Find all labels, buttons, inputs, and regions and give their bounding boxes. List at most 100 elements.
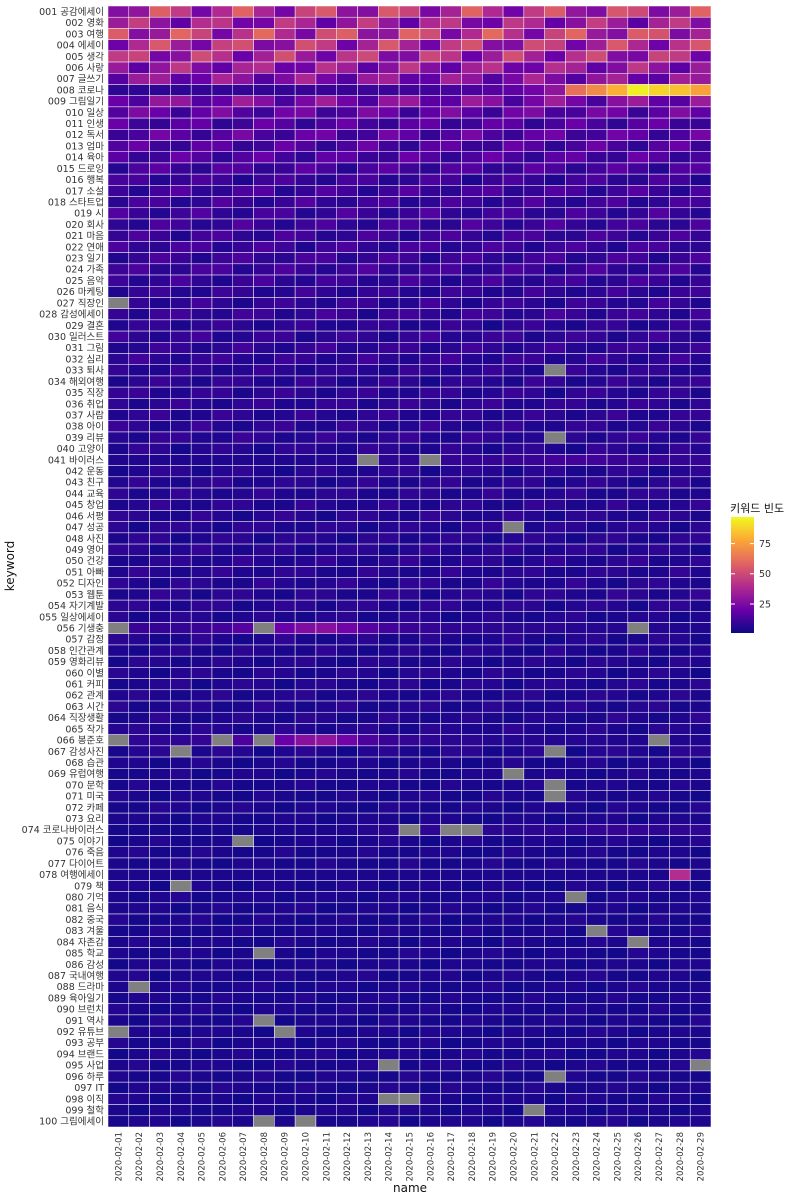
- heatmap-cell: [253, 745, 275, 758]
- heatmap-cell: [502, 1093, 525, 1105]
- heatmap-cell: [149, 622, 171, 635]
- heatmap-cell: [274, 16, 296, 29]
- heatmap-cell: [107, 857, 130, 870]
- heatmap-cell: [627, 162, 649, 175]
- heatmap-cell: [336, 229, 358, 242]
- heatmap-cell: [253, 129, 275, 141]
- heatmap-cell: [565, 936, 587, 948]
- heatmap-cell: [669, 958, 691, 971]
- heatmap-cell: [170, 992, 192, 1004]
- heatmap-cell: [170, 420, 192, 433]
- heatmap-cell: [190, 611, 213, 623]
- heatmap-cell: [253, 1115, 275, 1128]
- heatmap-cell: [253, 611, 275, 623]
- heatmap-cell: [565, 5, 587, 18]
- heatmap-cell: [315, 151, 337, 164]
- heatmap-cell: [232, 297, 254, 309]
- heatmap-cell: [170, 723, 192, 735]
- heatmap-cell: [357, 297, 379, 309]
- heatmap-cell: [336, 375, 358, 388]
- heatmap-cell: [419, 1003, 441, 1016]
- heatmap-cell: [689, 655, 712, 668]
- heatmap-cell: [253, 476, 275, 489]
- heatmap-cell: [378, 117, 400, 130]
- x-tick-label: 2020-02-12: [343, 1132, 353, 1181]
- heatmap-cell: [253, 981, 275, 993]
- heatmap-cell: [502, 555, 525, 567]
- heatmap-cell: [107, 61, 130, 74]
- heatmap-cell: [544, 913, 566, 926]
- heatmap-cell: [648, 936, 670, 948]
- heatmap-cell: [211, 599, 234, 612]
- heatmap-cell: [606, 756, 629, 769]
- heatmap-cell: [502, 678, 525, 691]
- heatmap-cell: [627, 207, 649, 220]
- heatmap-cell: [461, 633, 483, 646]
- heatmap-cell: [232, 857, 254, 870]
- heatmap-cell: [544, 5, 566, 18]
- heatmap-cell: [232, 16, 254, 29]
- heatmap-cell: [461, 981, 483, 993]
- heatmap-cell: [149, 835, 171, 847]
- heatmap-cell: [689, 196, 712, 209]
- heatmap-cell: [378, 330, 400, 343]
- heatmap-cell: [190, 644, 213, 657]
- heatmap-cell: [461, 891, 483, 904]
- heatmap-cell: [648, 1014, 670, 1027]
- heatmap-cell: [648, 678, 670, 691]
- heatmap-cell: [274, 835, 296, 847]
- heatmap-cell: [669, 50, 691, 63]
- heatmap-cell: [461, 1059, 483, 1072]
- heatmap-cell: [232, 252, 254, 265]
- heatmap-cell: [190, 398, 213, 410]
- heatmap-cell: [461, 73, 483, 85]
- heatmap-cell: [544, 756, 566, 769]
- heatmap-cell: [648, 39, 670, 52]
- heatmap-cell: [565, 723, 587, 735]
- heatmap-cell: [190, 981, 213, 993]
- heatmap-cell: [128, 734, 150, 747]
- heatmap-cell: [482, 521, 504, 534]
- heatmap-cell: [544, 857, 566, 870]
- heatmap-cell: [149, 364, 171, 377]
- heatmap-cell: [482, 745, 504, 758]
- heatmap-cell: [585, 936, 608, 948]
- heatmap-cell: [523, 969, 545, 982]
- heatmap-cell: [232, 364, 254, 377]
- heatmap-cell: [398, 498, 421, 511]
- heatmap-cell: [648, 173, 670, 186]
- heatmap-cell: [544, 790, 566, 803]
- heatmap-cell: [190, 857, 213, 870]
- heatmap-cell: [461, 319, 483, 332]
- heatmap-cell: [689, 375, 712, 388]
- heatmap-cell: [190, 588, 213, 601]
- heatmap-cell: [627, 992, 649, 1004]
- heatmap-cell: [149, 981, 171, 993]
- heatmap-cell: [648, 1037, 670, 1049]
- heatmap-cell: [544, 207, 566, 220]
- heatmap-cell: [606, 454, 629, 466]
- heatmap-cell: [190, 1003, 213, 1016]
- heatmap-cell: [648, 162, 670, 175]
- heatmap-cell: [502, 364, 525, 377]
- heatmap-cell: [315, 913, 337, 926]
- heatmap-cell: [315, 16, 337, 29]
- heatmap-cell: [606, 342, 629, 354]
- heatmap-cell: [398, 891, 421, 904]
- heatmap-cell: [315, 5, 337, 18]
- heatmap-cell: [149, 95, 171, 108]
- heatmap-cell: [544, 543, 566, 556]
- heatmap-cell: [627, 947, 649, 960]
- heatmap-cell: [648, 454, 670, 466]
- heatmap-cell: [274, 162, 296, 175]
- heatmap-cell: [606, 667, 629, 679]
- heatmap-cell: [627, 218, 649, 231]
- heatmap-cell: [107, 442, 130, 455]
- heatmap-cell: [253, 84, 275, 96]
- heatmap-cell: [315, 185, 337, 197]
- heatmap-cell: [482, 958, 504, 971]
- heatmap-cell: [565, 891, 587, 904]
- heatmap-cell: [274, 185, 296, 197]
- heatmap-cell: [232, 1081, 254, 1094]
- heatmap-cell: [398, 790, 421, 803]
